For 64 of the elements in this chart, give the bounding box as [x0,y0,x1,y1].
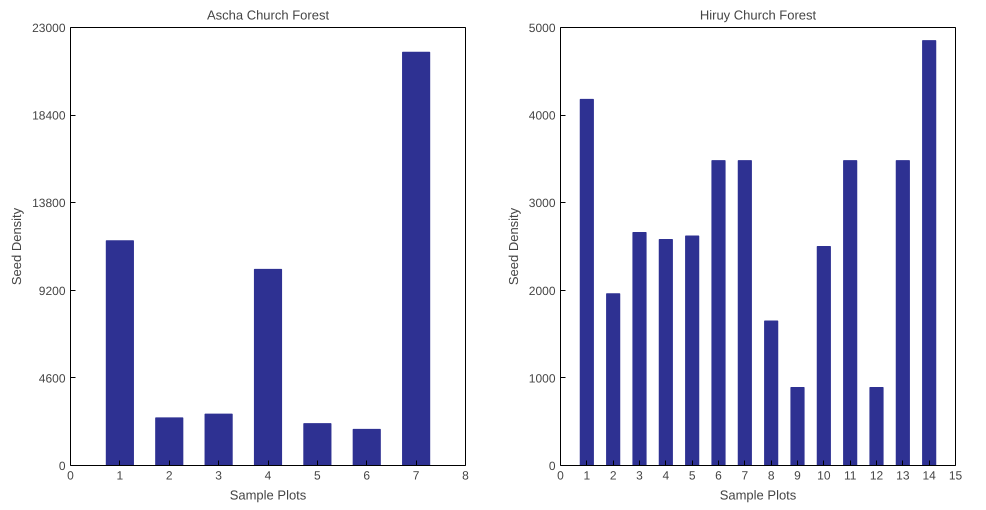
bar [790,387,805,466]
y-axis-title: Seed Density [506,207,521,286]
y-tick-label: 2000 [528,284,556,298]
x-tick-label: 2 [166,468,173,482]
y-tick-label: 0 [58,459,66,473]
bar [869,387,884,466]
y-tick-label: 9200 [38,284,66,298]
y-tick-label: 5000 [528,21,556,35]
x-tick-label: 13 [896,468,910,482]
y-axis-title: Seed Density [9,207,24,286]
bar [632,232,647,466]
x-tick-label: 6 [715,468,722,482]
x-tick-label: 0 [557,468,564,482]
bar [106,240,134,466]
y-tick-label: 18400 [32,108,66,123]
y-tick-label: 23000 [32,21,66,35]
x-axis-title: Sample Plots [230,488,307,502]
x-tick-label: 5 [314,468,322,482]
x-tick-label: 15 [948,468,962,482]
x-tick-label: 3 [215,468,222,482]
x-tick-label: 8 [462,468,470,482]
bar [402,52,430,466]
x-axis-title: Sample Plots [720,488,797,502]
x-tick-label: 7 [412,468,420,482]
x-tick-label: 1 [116,468,124,482]
bar [764,320,778,466]
bar [685,235,700,466]
x-tick-label: 4 [662,468,670,482]
y-tick-label: 3000 [528,196,556,210]
x-tick-label: 8 [768,468,775,482]
x-tick-label: 14 [922,468,936,482]
x-tick-label: 9 [794,468,802,482]
bar [711,160,726,466]
bar [658,238,673,466]
x-tick-label: 0 [67,468,74,482]
bar [204,414,233,466]
bar [352,428,381,466]
x-tick-label: 12 [870,468,884,482]
y-tick-label: 13800 [32,196,66,210]
y-tick-label: 1000 [528,371,556,386]
x-tick-label: 7 [741,468,748,482]
bar [303,423,332,466]
bar [843,160,858,466]
chart-title: Hiruy Church Forest [700,8,817,22]
y-tick-label: 4600 [38,371,66,386]
bar [155,417,184,466]
x-tick-label: 3 [636,468,644,482]
bar [922,40,936,466]
bar [606,293,620,466]
bar [896,160,910,466]
y-tick-label: 0 [548,459,556,473]
x-tick-label: 11 [844,468,857,482]
x-tick-label: 1 [583,468,590,482]
x-tick-label: 4 [264,468,272,482]
bar [816,246,831,466]
chart-title: Ascha Church Forest [206,8,330,22]
x-tick-label: 6 [363,468,370,482]
x-tick-label: 10 [817,468,831,482]
x-tick-label: 5 [688,468,696,482]
bar [254,268,282,466]
bar [738,160,752,466]
x-tick-label: 2 [610,468,617,482]
y-tick-label: 4000 [528,108,556,123]
bar [580,98,594,466]
